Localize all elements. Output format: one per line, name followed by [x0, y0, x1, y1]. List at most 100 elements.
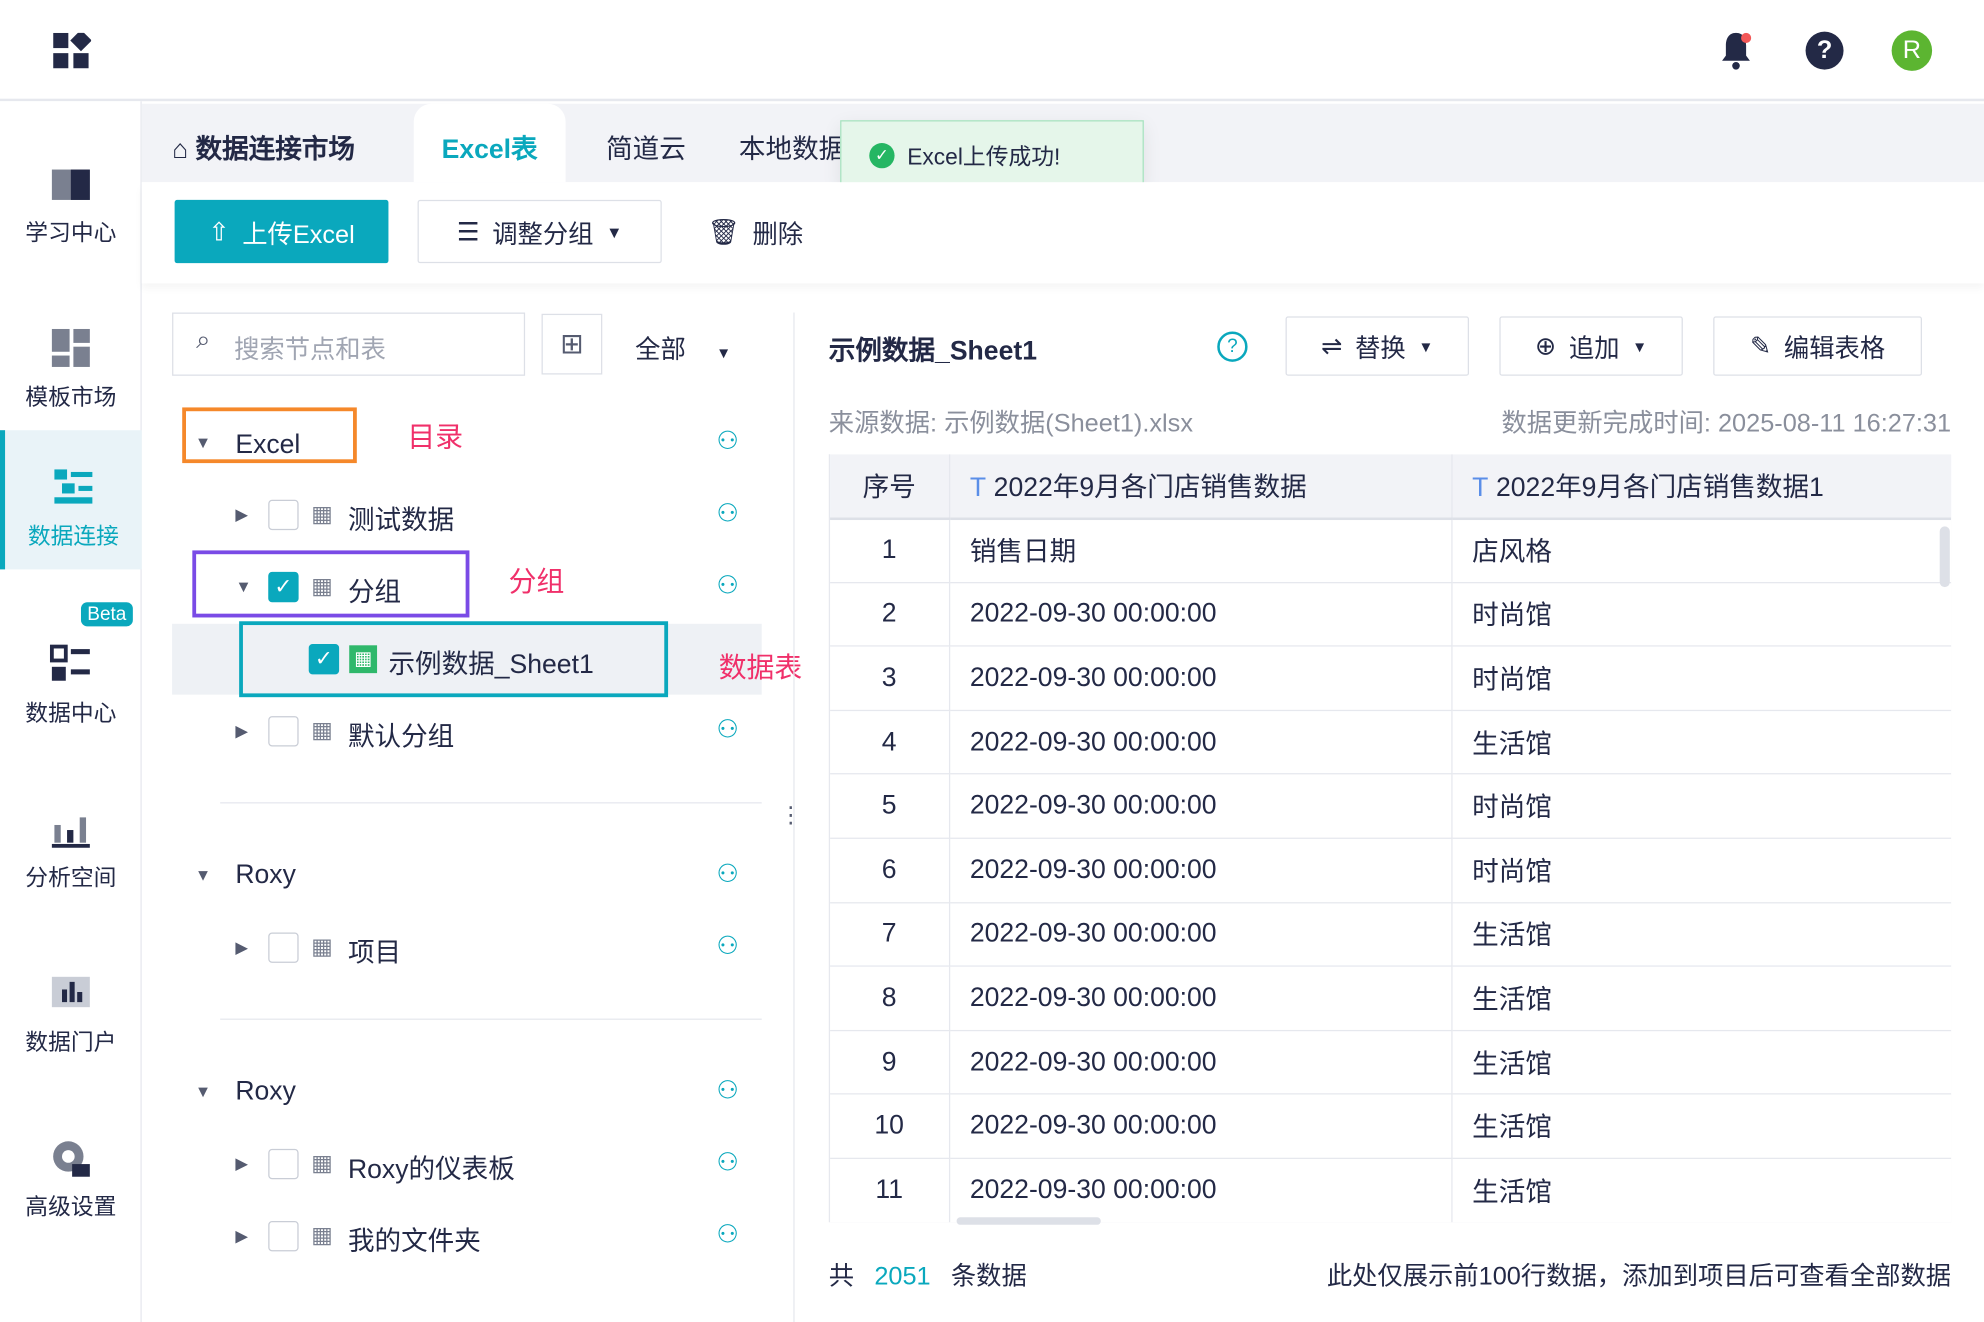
app-grid-icon[interactable]: [53, 32, 92, 69]
table-row[interactable]: 5 2022-09-30 00:00:00 时尚馆: [830, 774, 1952, 839]
tree-group-project[interactable]: ▶ ▦ 项目 ⚇: [172, 912, 762, 983]
edit-table-button[interactable]: ✎ 编辑表格: [1713, 316, 1922, 376]
row-count: 共 2051 条数据: [828, 1262, 1027, 1291]
check-circle-icon: ✓: [869, 142, 895, 169]
checkbox[interactable]: [268, 1221, 299, 1252]
delete-button[interactable]: 🗑 删除: [698, 199, 813, 264]
table-row[interactable]: 2 2022-09-30 00:00:00 时尚馆: [830, 582, 1952, 647]
checkbox[interactable]: [268, 932, 299, 963]
permission-icon[interactable]: ⚇: [716, 932, 739, 961]
tab-excel[interactable]: Excel表: [413, 103, 566, 183]
tree-group-test[interactable]: ▶ ▦ 测试数据 ⚇: [172, 480, 762, 551]
panel-divider[interactable]: [793, 312, 795, 1322]
append-button[interactable]: ⊕ 追加 ▼: [1499, 316, 1683, 376]
sidebar-item-data-connect[interactable]: 数据连接: [0, 430, 142, 570]
sidebar-item-learning[interactable]: 学习中心: [0, 127, 142, 266]
permission-icon[interactable]: ⚇: [716, 1148, 739, 1177]
table-row[interactable]: 9 2022-09-30 00:00:00 生活馆: [830, 1030, 1952, 1096]
table-row[interactable]: 11 2022-09-30 00:00:00 生活馆: [830, 1158, 1952, 1223]
caret-down-icon: ▼: [194, 432, 212, 452]
text-type-icon: T: [1472, 472, 1489, 503]
search-icon: ⌕: [196, 326, 211, 355]
caret-right-icon: ▶: [235, 1226, 248, 1246]
caret-right-icon: ▶: [235, 721, 248, 741]
checkbox[interactable]: [268, 716, 299, 747]
tree-folder-roxy-2[interactable]: ▼ Roxy ⚇: [172, 1057, 762, 1128]
table-row[interactable]: 1 销售日期 店风格: [830, 518, 1952, 583]
table-row[interactable]: 7 2022-09-30 00:00:00 生活馆: [830, 902, 1952, 968]
success-toast: ✓ Excel上传成功!: [840, 120, 1144, 192]
trash-icon: 🗑: [707, 218, 740, 247]
caret-right-icon: ▶: [235, 937, 248, 957]
table-row[interactable]: 4 2022-09-30 00:00:00 生活馆: [830, 710, 1952, 775]
permission-icon[interactable]: ⚇: [716, 1221, 739, 1249]
filter-select[interactable]: 全部 ▼: [635, 336, 732, 365]
annotation-box-table: [239, 621, 669, 698]
vertical-scrollbar[interactable]: [1939, 526, 1950, 588]
tree-group-fenzu[interactable]: ▼ ✓ ▦ 分组 ⚇: [172, 552, 762, 623]
bell-icon[interactable]: [1718, 30, 1753, 70]
regroup-button[interactable]: ☰ 调整分组 ▼: [417, 199, 662, 264]
tab-jiandaoyun[interactable]: 简道云: [606, 135, 686, 165]
replace-button[interactable]: ⇌ 替换 ▼: [1285, 316, 1470, 376]
table-cell: 2022-09-30 00:00:00: [948, 966, 1452, 1032]
row-index: 2: [830, 582, 950, 647]
sidebar-item-portal[interactable]: 数据门户: [0, 936, 142, 1075]
permission-icon[interactable]: ⚇: [716, 499, 739, 528]
permission-icon[interactable]: ⚇: [716, 427, 739, 456]
divider: [220, 802, 762, 804]
help-icon[interactable]: ?: [1217, 331, 1248, 362]
tree-group-my-folder[interactable]: ▶ ▦ 我的文件夹 ⚇: [172, 1201, 762, 1272]
row-index: 11: [830, 1158, 950, 1223]
tree-folder-excel[interactable]: ▼ Excel ⚇: [172, 407, 762, 478]
sidebar-item-settings[interactable]: 高级设置: [0, 1101, 142, 1240]
resize-handle-icon[interactable]: ⋮: [779, 802, 803, 828]
checkbox-checked[interactable]: ✓: [308, 644, 340, 675]
tab-local-data[interactable]: 本地数据: [738, 135, 841, 165]
table-title: 示例数据_Sheet1: [828, 336, 1037, 366]
sidebar-item-analysis[interactable]: 分析空间: [0, 772, 142, 911]
tree-group-default[interactable]: ▶ ▦ 默认分组 ⚇: [172, 696, 762, 767]
checkbox-checked[interactable]: ✓: [268, 571, 299, 603]
table-row[interactable]: 8 2022-09-30 00:00:00 生活馆: [830, 966, 1952, 1032]
upload-excel-button[interactable]: ⇧ 上传Excel: [174, 199, 389, 264]
table-cell: 时尚馆: [1451, 582, 1952, 647]
permission-icon[interactable]: ⚇: [716, 571, 739, 600]
divider: [220, 1018, 762, 1020]
column-header[interactable]: T 2022年9月各门店销售数据1: [1451, 454, 1952, 520]
tree-folder-roxy[interactable]: ▼ Roxy ⚇: [172, 840, 762, 911]
search-input[interactable]: ⌕ 搜索节点和表: [172, 312, 526, 376]
avatar[interactable]: R: [1891, 30, 1933, 71]
row-index: 10: [830, 1094, 950, 1160]
toolbar: ⇧ 上传Excel ☰ 调整分组 ▼ 🗑 删除: [141, 182, 1984, 284]
row-index: 5: [830, 774, 950, 839]
preview-note: 此处仅展示前100行数据，添加到项目后可查看全部数据: [1326, 1262, 1952, 1291]
permission-icon[interactable]: ⚇: [716, 860, 739, 889]
home-icon: ⌂: [172, 135, 196, 165]
table-row[interactable]: 10 2022-09-30 00:00:00 生活馆: [830, 1094, 1952, 1160]
sidebar-item-data-center[interactable]: 数据中心: [0, 607, 142, 746]
column-header[interactable]: T 2022年9月各门店销售数据: [948, 454, 1452, 520]
permission-icon[interactable]: ⚇: [716, 716, 739, 744]
template-icon: [51, 328, 90, 367]
horizontal-scrollbar[interactable]: [956, 1217, 1101, 1225]
table-row[interactable]: 3 2022-09-30 00:00:00 时尚馆: [830, 646, 1952, 711]
table-row[interactable]: 6 2022-09-30 00:00:00 时尚馆: [830, 838, 1952, 903]
upload-icon: ⇧: [208, 218, 230, 247]
row-index: 6: [830, 838, 950, 903]
checkbox[interactable]: [268, 1148, 299, 1180]
tree-table-sheet1[interactable]: ✓ ▦ 示例数据_Sheet1: [172, 623, 762, 695]
permission-icon[interactable]: ⚇: [716, 1076, 739, 1105]
annotation-group: 分组: [508, 565, 565, 598]
data-center-icon: [49, 644, 90, 681]
tab-market[interactable]: ⌂ 数据连接市场: [172, 135, 355, 165]
sidebar-item-templates[interactable]: 模板市场: [0, 291, 142, 430]
group-icon: ▦: [311, 717, 333, 743]
tree-group-dashboard[interactable]: ▶ ▦ Roxy的仪表板 ⚇: [172, 1129, 762, 1200]
column-header-index[interactable]: 序号: [830, 454, 950, 520]
add-node-button[interactable]: ⊞: [541, 313, 603, 375]
help-icon[interactable]: ?: [1805, 31, 1844, 70]
checkbox[interactable]: [268, 499, 299, 531]
beta-badge: Beta: [80, 602, 133, 627]
row-index: 3: [830, 646, 950, 711]
